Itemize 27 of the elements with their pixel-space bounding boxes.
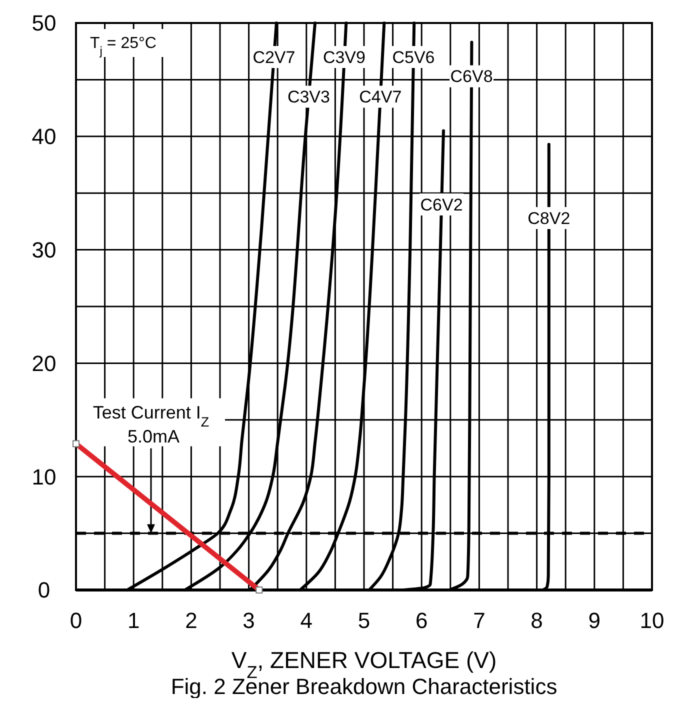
series-label: C6V2 — [420, 195, 463, 214]
y-tick-label: 10 — [32, 464, 56, 490]
x-tick-label: 0 — [70, 608, 82, 633]
series-label: C4V7 — [359, 88, 402, 107]
x-tick-label: 5 — [358, 608, 370, 633]
text: Test Current I$_{Z}$ 5.0mA — [92, 402, 210, 446]
x-tick-label: 4 — [300, 608, 313, 633]
series-label: C6V8 — [450, 67, 493, 86]
series-label: C3V9 — [322, 48, 366, 67]
x-tick-label: 3 — [242, 608, 255, 633]
y-tick-label: 0 — [38, 578, 50, 603]
series-label: C5V6 — [392, 48, 435, 67]
x-tick-label: 2 — [185, 608, 198, 633]
series-label: C8V2 — [528, 209, 570, 228]
y-tick-label: 50 — [32, 10, 56, 36]
x-tick-label: 10 — [640, 608, 664, 633]
x-tick-label: 9 — [588, 608, 601, 633]
x-tick-label: 1 — [127, 608, 140, 633]
y-tick-label: 40 — [32, 124, 56, 150]
series-label: C3V3 — [287, 88, 330, 107]
y-tick-label: 20 — [32, 350, 56, 376]
series-label: C2V7 — [252, 48, 296, 67]
x-tick-label: 7 — [473, 608, 486, 633]
y-tick-label: 30 — [32, 238, 56, 262]
x-tick-label: 6 — [415, 608, 428, 633]
annotation: T$_{j}$ = 25°C — [90, 35, 156, 58]
x-tick-label: 8 — [530, 608, 543, 633]
